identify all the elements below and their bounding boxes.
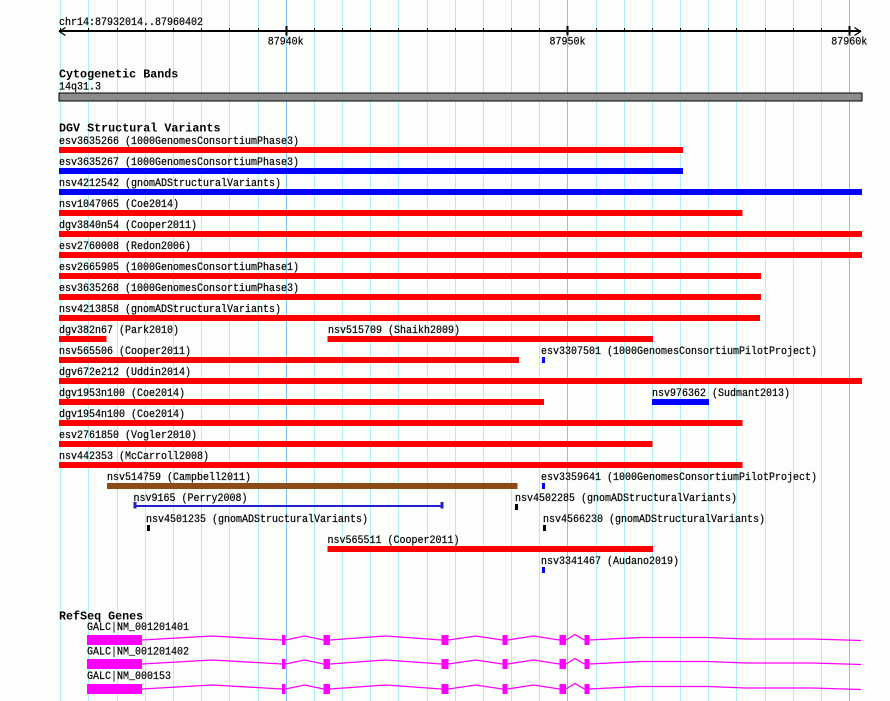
svg-text:nsv3341467 (Audano2019): nsv3341467 (Audano2019) xyxy=(541,556,679,568)
svg-text:nsv565511 (Cooper2011): nsv565511 (Cooper2011) xyxy=(328,535,460,547)
svg-text:nsv9165 (Perry2008): nsv9165 (Perry2008) xyxy=(134,493,248,505)
svg-text:dgv3840n54 (Cooper2011): dgv3840n54 (Cooper2011) xyxy=(59,220,197,232)
svg-text:dgv672e212 (Uddin2014): dgv672e212 (Uddin2014) xyxy=(59,367,191,379)
svg-text:esv3635268 (1000GenomesConsort: esv3635268 (1000GenomesConsortiumPhase3) xyxy=(59,283,299,295)
svg-text:nsv976362 (Sudmant2013): nsv976362 (Sudmant2013) xyxy=(652,388,790,400)
svg-text:dgv1953n100 (Coe2014): dgv1953n100 (Coe2014) xyxy=(59,388,185,400)
svg-text:87940k: 87940k xyxy=(268,37,304,49)
svg-text:87960k: 87960k xyxy=(831,37,867,49)
svg-text:DGV Structural Variants: DGV Structural Variants xyxy=(59,122,221,136)
svg-text:14q31.3: 14q31.3 xyxy=(59,82,101,94)
svg-text:dgv1954n100 (Coe2014): dgv1954n100 (Coe2014) xyxy=(59,409,185,421)
svg-text:nsv565506 (Cooper2011): nsv565506 (Cooper2011) xyxy=(59,346,191,358)
svg-text:RefSeq Genes: RefSeq Genes xyxy=(59,610,143,624)
svg-text:nsv4501235 (gnomADStructuralVa: nsv4501235 (gnomADStructuralVariants) xyxy=(146,514,368,526)
svg-text:GALC|NM_001201402: GALC|NM_001201402 xyxy=(87,647,189,659)
svg-text:esv2665905 (1000GenomesConsort: esv2665905 (1000GenomesConsortiumPhase1) xyxy=(59,262,299,274)
svg-text:esv2760008 (Redon2006): esv2760008 (Redon2006) xyxy=(59,241,191,253)
svg-text:nsv4212542 (gnomADStructuralVa: nsv4212542 (gnomADStructuralVariants) xyxy=(59,178,281,190)
svg-text:nsv4213858 (gnomADStructuralVa: nsv4213858 (gnomADStructuralVariants) xyxy=(59,304,281,316)
svg-text:87950k: 87950k xyxy=(550,37,586,49)
svg-text:GALC|NM_001201401: GALC|NM_001201401 xyxy=(87,622,189,634)
svg-text:esv3635267 (1000GenomesConsort: esv3635267 (1000GenomesConsortiumPhase3) xyxy=(59,157,299,169)
svg-text:esv3307501 (1000GenomesConsort: esv3307501 (1000GenomesConsortiumPilotPr… xyxy=(541,346,817,358)
svg-text:nsv4566230 (gnomADStructuralVa: nsv4566230 (gnomADStructuralVariants) xyxy=(543,514,765,526)
svg-text:nsv442353 (McCarroll2008): nsv442353 (McCarroll2008) xyxy=(59,451,209,463)
svg-text:nsv515709 (Shaikh2009): nsv515709 (Shaikh2009) xyxy=(328,325,460,337)
svg-text:nsv4502285 (gnomADStructuralVa: nsv4502285 (gnomADStructuralVariants) xyxy=(515,493,737,505)
svg-text:esv3635266 (1000GenomesConsort: esv3635266 (1000GenomesConsortiumPhase3) xyxy=(59,136,299,148)
svg-text:nsv514759 (Campbell2011): nsv514759 (Campbell2011) xyxy=(107,472,251,484)
svg-text:dgv382n67 (Park2010): dgv382n67 (Park2010) xyxy=(59,325,179,337)
svg-text:chr14:87932014..87960402: chr14:87932014..87960402 xyxy=(59,17,203,29)
svg-text:GALC|NM_000153: GALC|NM_000153 xyxy=(87,671,171,683)
svg-text:esv2761850 (Vogler2010): esv2761850 (Vogler2010) xyxy=(59,430,197,442)
svg-text:esv3359641 (1000GenomesConsort: esv3359641 (1000GenomesConsortiumPilotPr… xyxy=(541,472,817,484)
svg-text:Cytogenetic Bands: Cytogenetic Bands xyxy=(59,68,178,82)
svg-text:nsv1047065 (Coe2014): nsv1047065 (Coe2014) xyxy=(59,199,179,211)
